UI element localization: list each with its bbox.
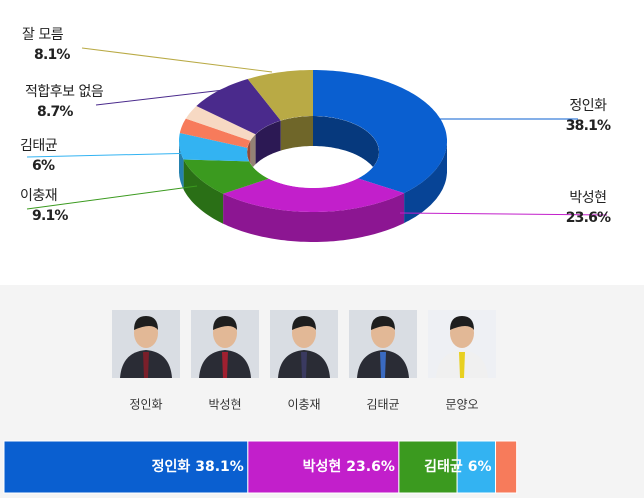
- slice: [247, 70, 313, 121]
- slice-inner: [250, 134, 256, 171]
- candidate-name: 김태균: [366, 398, 399, 412]
- slice: [179, 133, 250, 162]
- slice: [185, 106, 256, 141]
- slice: [223, 178, 405, 212]
- photo-tie: [301, 352, 307, 378]
- photos: [112, 310, 496, 378]
- photo-hair: [213, 316, 237, 330]
- leader-line: [81, 47, 273, 73]
- slice: [183, 159, 269, 194]
- photo-hair: [134, 316, 158, 330]
- candidate-name: 정인화: [129, 398, 162, 412]
- slice: [196, 79, 281, 135]
- bar-label-value: 6%: [468, 459, 492, 475]
- bar-label-value: 38.1%: [195, 459, 244, 475]
- bar-label: 김태균 6%: [424, 458, 491, 475]
- slice-label: 정인화: [569, 98, 607, 114]
- donut: [179, 70, 447, 242]
- slice-side: [404, 141, 447, 224]
- slice: [313, 70, 447, 194]
- slice-label: 잘 모름: [22, 27, 64, 43]
- slice-label: 이충재: [20, 188, 57, 204]
- slice-label: 적합후보 없음: [25, 84, 104, 100]
- leader-line: [26, 185, 198, 210]
- candidate-name: 문양오: [445, 398, 478, 412]
- slice-value: 23.6%: [566, 210, 611, 226]
- bar-segment: [456, 440, 497, 494]
- candidate-name: 이충재: [287, 398, 320, 412]
- photo-tie: [222, 352, 228, 378]
- bar-label: 박성현 23.6%: [303, 458, 395, 475]
- bar-segment: [3, 440, 249, 494]
- photo-hair: [292, 316, 316, 330]
- slice-value: 9.1%: [32, 208, 68, 224]
- leader-line: [95, 88, 233, 106]
- slice-inner: [255, 120, 281, 165]
- slice-value: 6%: [32, 158, 55, 174]
- bar-label-value: 23.6%: [346, 459, 395, 475]
- bar-label: 정인화 38.1%: [152, 458, 244, 475]
- slice-label: 김태균: [20, 138, 58, 154]
- photo-hair: [371, 316, 395, 330]
- slice-side: [223, 193, 405, 242]
- bar-segment: [247, 440, 400, 494]
- slice: [179, 118, 251, 148]
- slice-inner: [280, 116, 313, 151]
- slice-value: 38.1%: [566, 118, 611, 134]
- slice-value: 8.1%: [34, 47, 70, 63]
- slice-side: [183, 159, 224, 224]
- slice-inner: [313, 116, 379, 182]
- slice-label: 박성현: [569, 190, 606, 206]
- slice-value: 8.7%: [37, 104, 73, 120]
- bar-label-name: 김태균: [424, 458, 463, 475]
- photo-tie: [380, 352, 386, 378]
- photo-tie: [459, 352, 465, 378]
- photo-hair: [450, 316, 474, 330]
- hole-walls: [247, 116, 379, 182]
- bar-segment: [495, 440, 518, 494]
- candidate-name: 박성현: [208, 398, 241, 412]
- bar-label-name: 정인화: [152, 458, 191, 475]
- leader-line: [26, 152, 201, 158]
- leader-line: [399, 212, 608, 216]
- bar-segment: [398, 440, 458, 494]
- bar-label-name: 박성현: [303, 458, 342, 475]
- photo-tie: [143, 352, 149, 378]
